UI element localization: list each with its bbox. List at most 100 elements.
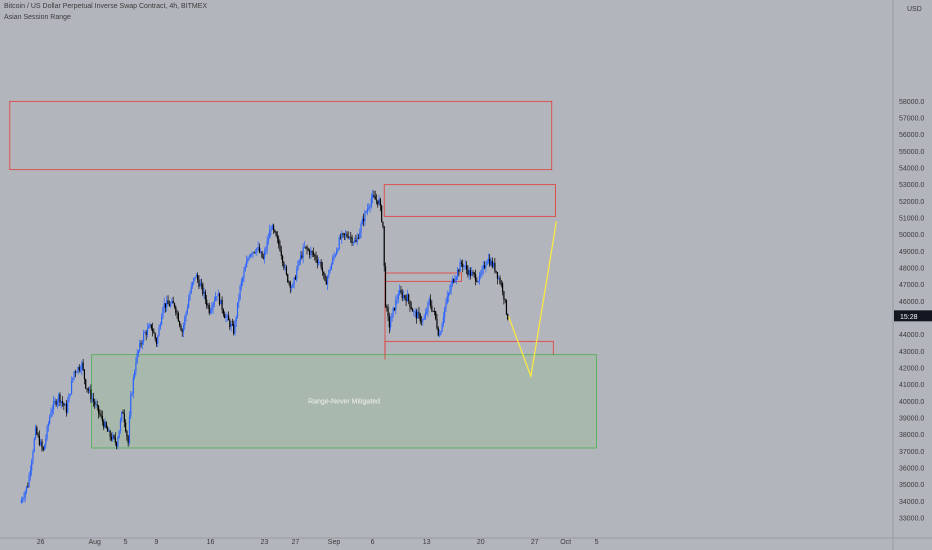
candle-body [199, 283, 201, 287]
candle-body [166, 300, 168, 308]
candle-body [293, 277, 295, 284]
candle-body [357, 237, 360, 239]
candle-body [22, 499, 24, 501]
candle-body [83, 369, 86, 380]
candle-body [396, 298, 398, 301]
candle-body [301, 255, 303, 258]
candle-body [233, 324, 235, 334]
candle-body [253, 252, 255, 253]
candle-body [211, 308, 213, 311]
candle-body [54, 400, 56, 402]
candle-body [477, 281, 479, 282]
candle-body [437, 328, 439, 336]
candle-body [424, 313, 426, 320]
candle-body [418, 312, 420, 315]
projection-path [507, 221, 557, 379]
candle-body [343, 233, 345, 235]
candle-body [50, 411, 52, 418]
candle-body [46, 426, 48, 439]
candle-body [248, 256, 250, 260]
candle-body [141, 341, 143, 345]
candle-body [278, 238, 280, 245]
candle-body [395, 300, 397, 311]
candle-body [417, 312, 419, 319]
candle-body [455, 276, 457, 280]
candle-body [333, 255, 335, 258]
y-tick-label: 44000.0 [899, 332, 924, 339]
y-tick-label: 57000.0 [899, 116, 924, 123]
candle-body [310, 251, 312, 255]
candle-body [330, 263, 333, 270]
candle-body [162, 308, 164, 317]
candle-body [299, 255, 302, 262]
candle-body [279, 244, 281, 251]
candle-body [342, 233, 344, 235]
candle-body [132, 377, 134, 393]
candle-body [158, 327, 160, 337]
y-tick-label: 35000.0 [899, 482, 924, 489]
candle-body [222, 309, 224, 315]
candle-body [213, 300, 215, 304]
current-price-tag [894, 310, 932, 322]
candle-body [41, 441, 43, 448]
candle-body [486, 261, 488, 265]
y-tick-label: 43000.0 [899, 349, 924, 356]
candle-body [55, 400, 57, 405]
y-tick-label: 37000.0 [899, 449, 924, 456]
candle-body [218, 293, 221, 305]
candle-body [112, 435, 114, 440]
candle-body [134, 371, 136, 378]
candle-body [476, 281, 478, 282]
candle-body [458, 269, 460, 272]
candle-body [78, 366, 80, 371]
candle-body [267, 238, 270, 241]
candle-body [332, 257, 334, 264]
candle-body [341, 233, 343, 239]
y-tick-label: 36000.0 [899, 466, 924, 473]
candle-body [140, 343, 142, 345]
candle-body [318, 262, 320, 264]
x-tick-label: 20 [477, 539, 485, 546]
y-tick-label: 42000.0 [899, 366, 924, 373]
candle-body [496, 272, 499, 279]
candle-body [433, 311, 435, 312]
candle-body [118, 430, 120, 439]
candle-body [463, 266, 465, 267]
candle-body [197, 275, 199, 280]
candle-body [428, 299, 430, 303]
candle-body [195, 275, 197, 278]
candle-body [308, 250, 311, 255]
candle-body [27, 486, 29, 488]
candle-body [20, 500, 22, 503]
candle-body [315, 255, 317, 260]
candle-body [289, 282, 291, 288]
candle-body [172, 300, 174, 304]
candle-body [113, 435, 115, 438]
candle-body [319, 261, 321, 263]
y-tick-label: 58000.0 [899, 99, 924, 106]
candle-body [429, 299, 432, 306]
candle-body [87, 389, 89, 391]
zone-label: Range-Never Mitigated [308, 398, 380, 405]
candle-body [121, 411, 123, 421]
candle-body [483, 265, 486, 268]
candle-body [328, 270, 330, 277]
candle-body [130, 395, 132, 417]
candle-body [119, 420, 122, 431]
x-tick-label: 9 [155, 539, 159, 546]
candle-body [314, 254, 316, 256]
candle-body [387, 307, 389, 317]
chart-title: Bitcoin / US Dollar Perpetual Inverse Sw… [4, 3, 208, 10]
candle-body [176, 312, 178, 314]
candle-body [69, 393, 71, 395]
candle-body [491, 260, 493, 267]
candle-body [131, 392, 133, 396]
candle-body [91, 398, 93, 400]
candle-body [191, 282, 194, 287]
candle-body [456, 269, 459, 277]
candle-body [348, 237, 351, 239]
candle-body [280, 250, 282, 256]
candle-body [175, 306, 177, 313]
candle-body [465, 265, 468, 270]
